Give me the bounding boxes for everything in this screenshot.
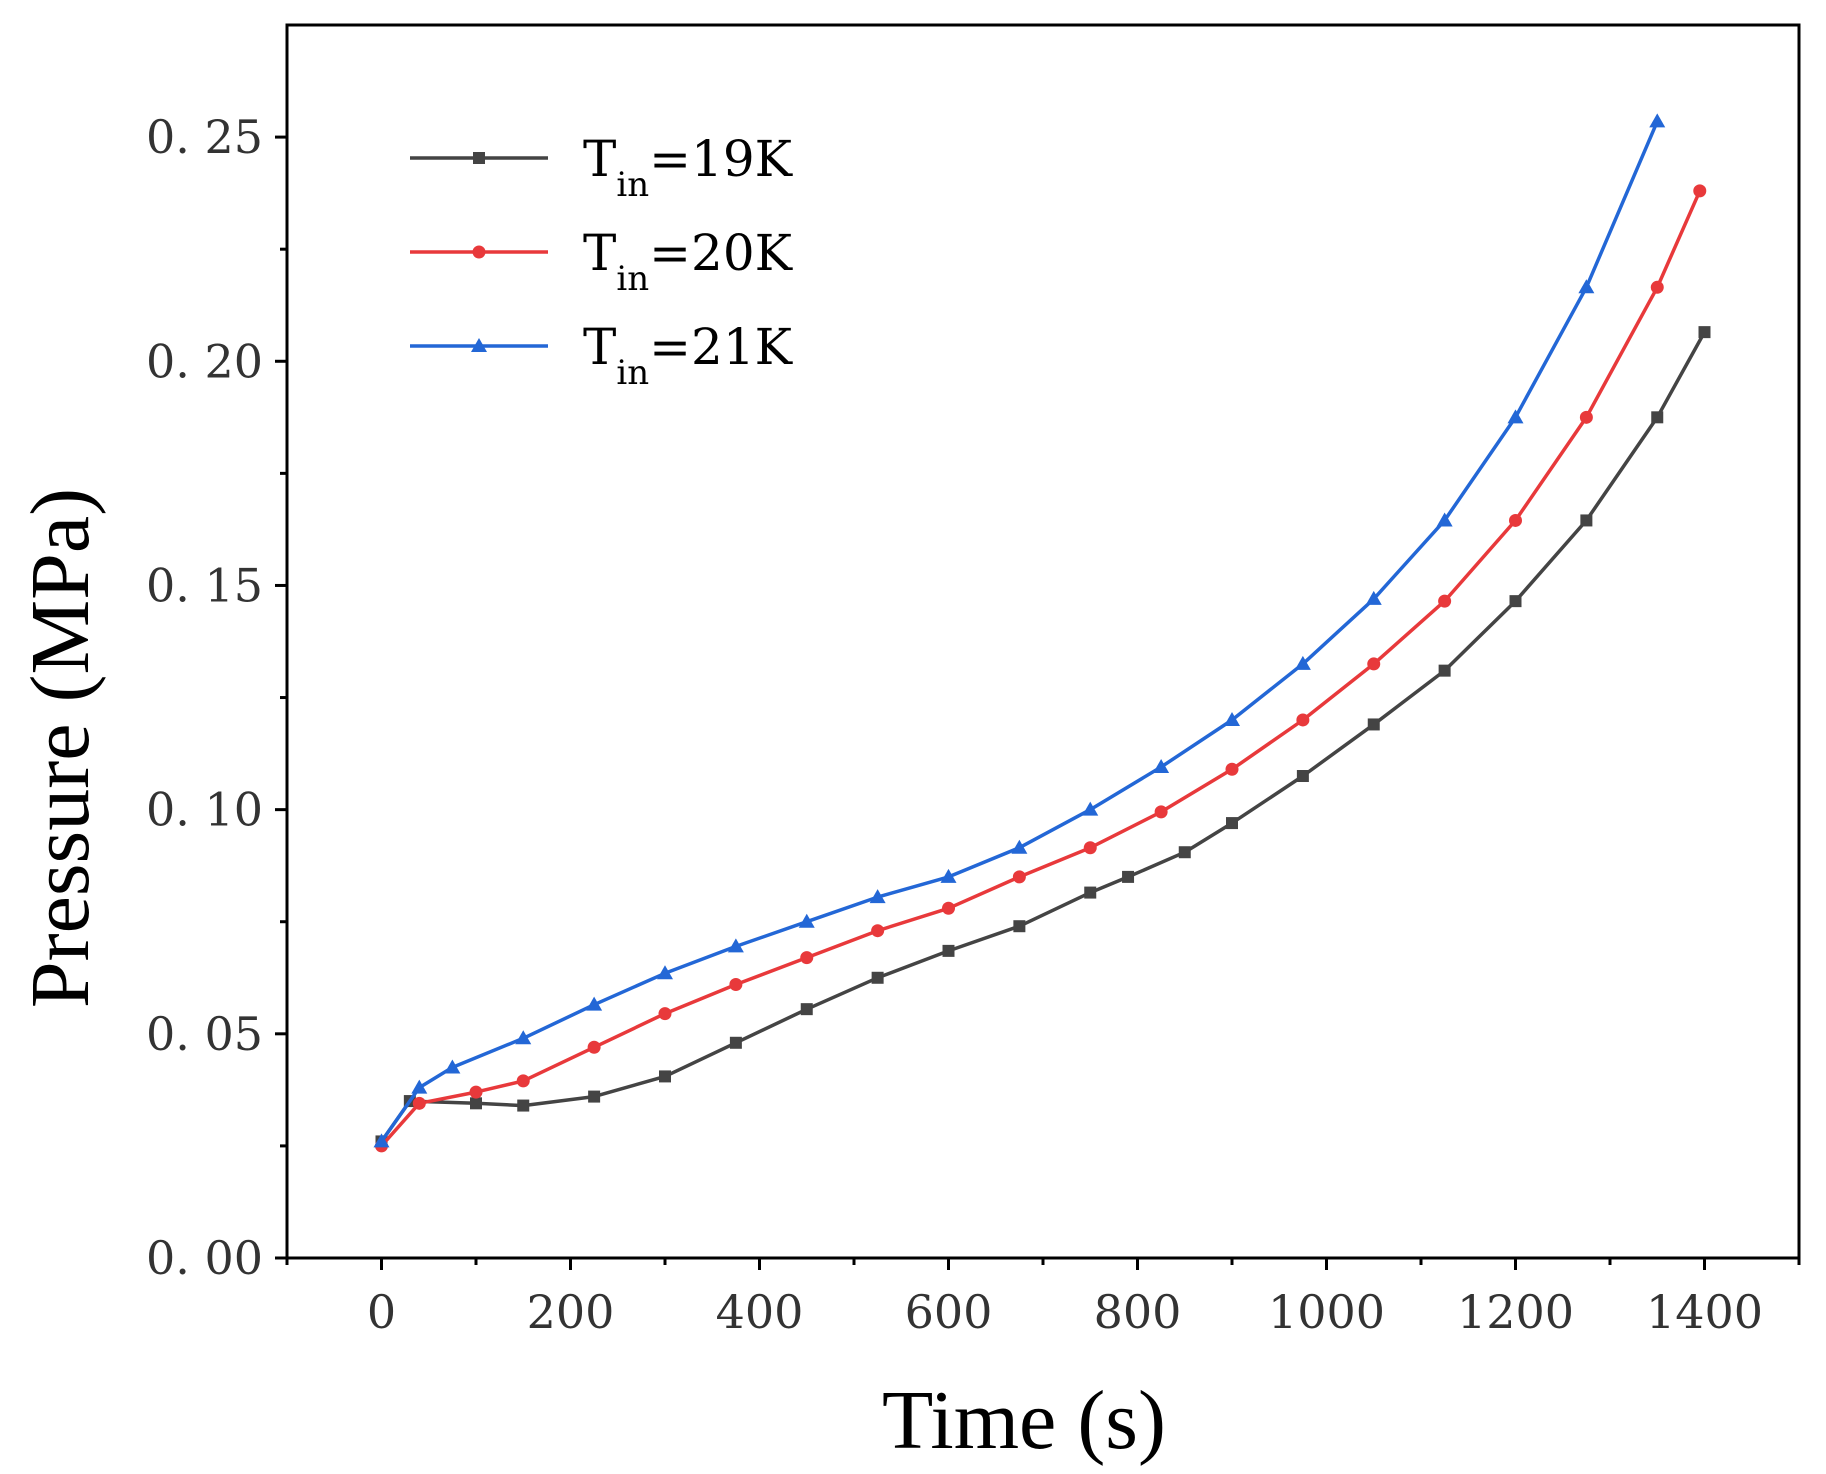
data-point (1013, 920, 1026, 933)
data-point (1693, 184, 1707, 198)
data-point (1367, 718, 1380, 731)
x-tick-label: 1200 (1457, 1285, 1574, 1339)
y-axis-ticks: 0. 00 0. 05 0. 10 0. 15 0. 20 0. 25 (146, 110, 287, 1285)
data-point (1580, 514, 1593, 527)
data-point (800, 1003, 813, 1016)
series-line (380, 190, 1702, 1148)
data-point (1122, 870, 1135, 883)
data-point (1294, 655, 1311, 670)
legend-label: Tin=21K (583, 318, 794, 393)
x-tick-label: 1000 (1268, 1285, 1385, 1339)
data-point (1012, 870, 1026, 884)
x-axis-title: Time (s) (882, 1374, 1166, 1467)
x-tick-label: 200 (527, 1285, 615, 1339)
data-point (1438, 594, 1452, 608)
data-point (657, 965, 673, 980)
data-point (1011, 839, 1028, 854)
series-line (380, 120, 1659, 1143)
data-point (942, 901, 955, 915)
series-1 (375, 326, 1711, 1148)
legend-label: Tin=19K (583, 130, 794, 205)
data-point (1365, 590, 1382, 605)
x-axis-ticks: 0 200 400 600 800 1000 1200 1400 (285, 1258, 1801, 1339)
data-point (1509, 513, 1522, 527)
data-point (869, 889, 886, 904)
data-point (798, 913, 815, 928)
data-point (1296, 770, 1309, 783)
legend-swatch-marker (473, 152, 485, 164)
data-point (940, 868, 957, 883)
y-tick-label: 0. 25 (146, 110, 263, 164)
y-axis-title: Pressure (MPa) (14, 488, 107, 1008)
y-tick-label: 0. 20 (146, 334, 263, 388)
y-tick-label: 0. 00 (146, 1231, 263, 1285)
data-point (411, 1079, 428, 1094)
legend: Tin=19K Tin=20K Tin=21K (410, 130, 794, 393)
data-point (588, 1090, 601, 1103)
legend-item: Tin=21K (410, 318, 794, 393)
series-layer (373, 113, 1711, 1153)
data-point (516, 1074, 530, 1088)
data-point (373, 1133, 390, 1148)
data-point (1578, 279, 1595, 294)
data-point (800, 951, 814, 965)
legend-item: Tin=19K (410, 130, 794, 205)
data-point (871, 924, 885, 938)
data-point (517, 1099, 530, 1112)
data-point (1509, 595, 1522, 608)
data-point (469, 1085, 483, 1099)
data-point (1178, 846, 1191, 859)
data-point (1649, 113, 1666, 128)
data-point (871, 971, 884, 984)
x-tick-label: 400 (716, 1285, 804, 1339)
legend-swatch-marker (471, 338, 487, 352)
data-point (587, 1040, 601, 1054)
data-point (1296, 713, 1310, 727)
series-3 (373, 113, 1666, 1148)
data-point (729, 1036, 742, 1049)
series-line (380, 331, 1707, 1143)
data-point (1084, 886, 1097, 899)
data-point (658, 1007, 672, 1021)
plot-frame (285, 23, 1801, 1260)
data-point (1507, 409, 1524, 424)
legend-label: Tin=20K (583, 224, 794, 299)
legend-swatch-marker (472, 245, 486, 259)
data-point (942, 944, 955, 957)
data-point (1226, 817, 1238, 830)
data-point (1650, 280, 1664, 294)
x-tick-label: 800 (1094, 1285, 1182, 1339)
data-point (1154, 805, 1168, 819)
y-tick-label: 0. 10 (146, 783, 263, 837)
data-point (1698, 326, 1711, 339)
data-point (444, 1059, 461, 1074)
data-point (515, 1030, 532, 1045)
data-point (1438, 664, 1451, 677)
x-tick-label: 0 (367, 1285, 396, 1339)
data-point (412, 1096, 426, 1110)
y-tick-label: 0. 15 (146, 558, 263, 612)
data-point (1224, 711, 1240, 726)
data-point (1083, 841, 1097, 855)
series-2 (375, 184, 1707, 1153)
data-point (1579, 410, 1593, 424)
x-tick-label: 600 (905, 1285, 993, 1339)
x-tick-label: 1400 (1646, 1285, 1763, 1339)
data-point (1651, 411, 1664, 424)
data-point (470, 1097, 482, 1110)
data-point (727, 938, 744, 953)
data-point (1225, 762, 1239, 776)
data-point (659, 1070, 671, 1083)
data-point (1367, 657, 1381, 671)
data-point (1153, 759, 1170, 774)
data-point (1436, 512, 1453, 527)
data-point (1082, 801, 1099, 816)
y-tick-label: 0. 05 (146, 1007, 263, 1061)
legend-item: Tin=20K (410, 224, 794, 299)
data-point (586, 996, 603, 1011)
data-point (729, 977, 743, 991)
